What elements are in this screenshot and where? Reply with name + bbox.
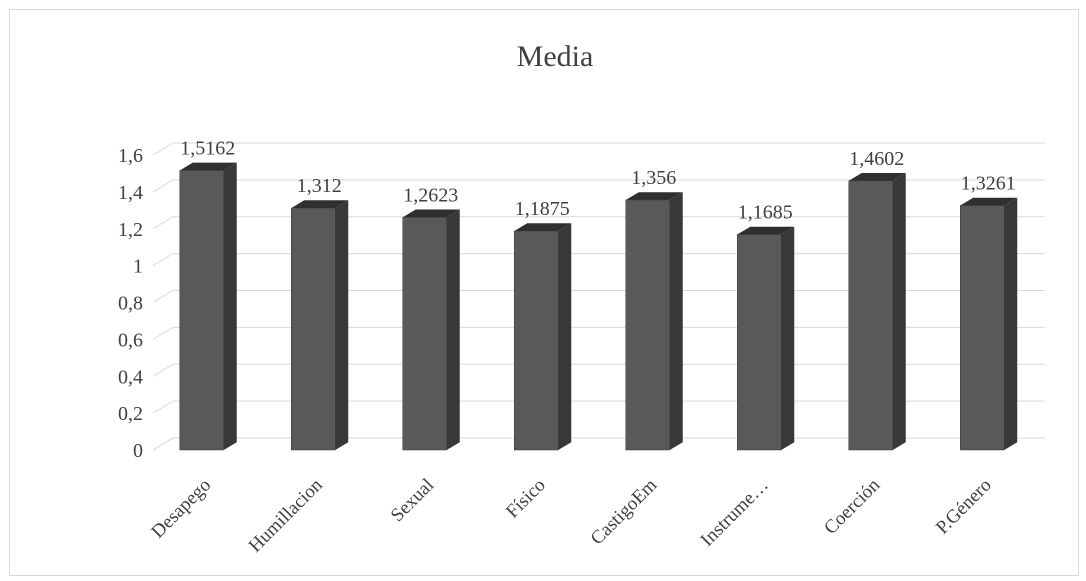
gridline-depth [152, 142, 174, 156]
y-tick-label: 1 [133, 256, 143, 278]
bar-side [669, 192, 683, 450]
y-tick-label: 1,4 [118, 182, 143, 204]
bar [179, 170, 224, 451]
category-label: Sexual [387, 475, 438, 526]
bar-top [848, 172, 906, 181]
data-label: 1,1875 [515, 198, 570, 220]
data-label: 1,5162 [180, 137, 235, 159]
bar-top [625, 192, 683, 200]
data-label: 1,2623 [403, 184, 458, 206]
bar-side [335, 200, 349, 450]
bar [514, 230, 559, 451]
data-labels: 1,5162 1,312 1,2623 1,1875 1,356 1,1685 1,4602… [180, 137, 1016, 223]
data-label: 1,1685 [738, 202, 793, 224]
category-label: Instrume… [697, 475, 773, 551]
category-label: Humillacion [245, 474, 327, 556]
bar [291, 207, 336, 451]
bar [848, 180, 893, 451]
y-tick-label: 0,8 [118, 293, 143, 315]
bar-top [514, 223, 572, 232]
gridlines [152, 142, 1045, 451]
gridline-depth [152, 253, 174, 267]
axis-floor-depth [152, 437, 174, 451]
bar-top [402, 209, 460, 218]
bar [960, 205, 1005, 451]
bar [737, 234, 782, 451]
y-tick-label: 1,2 [118, 219, 143, 241]
bar-chart: 1,5162 1,312 1,2623 1,1875 1,356 1,1685 1,4602… [118, 40, 1045, 557]
bar-side [558, 223, 572, 450]
category-label: P.Género [932, 475, 996, 539]
y-tick-label: 0 [133, 440, 143, 462]
gridline-depth [152, 216, 174, 230]
gridline-depth [152, 326, 174, 340]
bar-top [960, 197, 1018, 206]
bars [179, 162, 1018, 451]
bar [402, 217, 447, 451]
category-labels: Desapego Humillacion Sexual Físico CastigoEm… [147, 474, 995, 556]
gridline-depth [152, 363, 174, 377]
axes [152, 437, 174, 451]
y-tick-label: 0,4 [118, 366, 143, 388]
chart-frame: 1,5162 1,312 1,2623 1,1875 1,356 1,1685 1,4602… [9, 9, 1079, 576]
y-tick-label: 0,2 [118, 403, 143, 425]
bar-side [1004, 197, 1018, 450]
category-label: Desapego [147, 475, 215, 543]
bar [625, 199, 670, 451]
y-tick-label: 1,6 [118, 145, 143, 167]
bar-side [223, 162, 237, 450]
data-label: 1,3261 [961, 173, 1016, 195]
data-label: 1,356 [631, 167, 676, 189]
bar-top [179, 162, 237, 171]
bar-side [446, 209, 460, 450]
bar-top [291, 200, 349, 209]
data-label: 1,4602 [849, 148, 904, 170]
category-label: Coerción [820, 474, 884, 538]
bar-side [781, 226, 795, 450]
y-tick-labels: 0 0,2 0,4 0,6 0,8 1 1,2 1,4 1,6 [118, 145, 143, 462]
gridline-depth [152, 290, 174, 303]
data-label: 1,312 [297, 175, 342, 197]
category-label: Físico [502, 475, 550, 523]
y-tick-label: 0,6 [118, 329, 143, 351]
bar-top [737, 226, 795, 235]
chart-title: Media [517, 40, 594, 73]
gridline-depth [152, 400, 174, 414]
bar-side [892, 172, 906, 450]
category-label: CastigoEm [587, 475, 662, 550]
gridline-depth [152, 179, 174, 193]
